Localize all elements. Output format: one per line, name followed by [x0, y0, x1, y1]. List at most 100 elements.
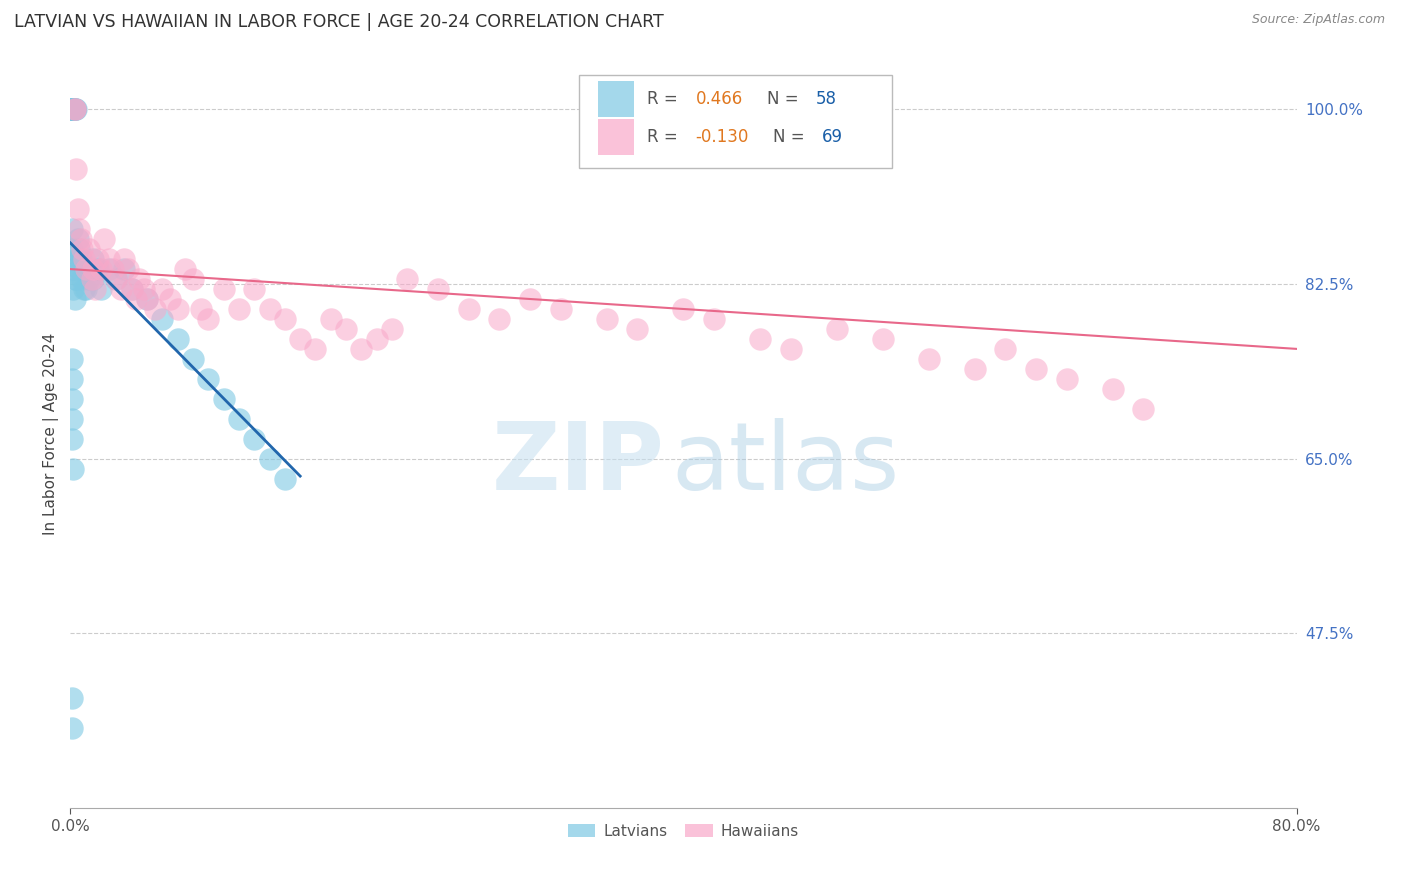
Point — [90, 282, 112, 296]
Point — [73, 252, 96, 266]
Point — [60, 691, 83, 706]
Point — [60, 721, 83, 735]
Point — [70, 252, 93, 266]
Point — [112, 262, 135, 277]
Point — [917, 351, 939, 366]
Text: 0.466: 0.466 — [696, 90, 742, 108]
Point — [80, 272, 103, 286]
Text: N =: N = — [766, 90, 804, 108]
Point — [779, 342, 801, 356]
Point — [212, 392, 235, 406]
Point — [60, 103, 83, 117]
Point — [65, 162, 87, 177]
Point — [65, 272, 87, 286]
Point — [181, 351, 204, 366]
Point — [63, 103, 86, 117]
Point — [550, 301, 572, 316]
Point — [121, 282, 143, 296]
Text: LATVIAN VS HAWAIIAN IN LABOR FORCE | AGE 20-24 CORRELATION CHART: LATVIAN VS HAWAIIAN IN LABOR FORCE | AGE… — [14, 13, 664, 31]
Point — [212, 282, 235, 296]
Point — [62, 461, 84, 475]
Point — [143, 301, 166, 316]
Text: N =: N = — [773, 128, 810, 145]
Point — [101, 262, 124, 277]
Text: Source: ZipAtlas.com: Source: ZipAtlas.com — [1251, 13, 1385, 27]
Point — [159, 292, 181, 306]
Point — [427, 282, 450, 296]
Point — [60, 103, 83, 117]
Point — [60, 372, 83, 386]
Point — [82, 252, 104, 266]
Point — [60, 103, 83, 117]
Point — [228, 301, 250, 316]
Point — [117, 262, 139, 277]
Point — [82, 262, 104, 277]
Point — [128, 272, 150, 286]
Point — [90, 262, 112, 277]
Text: ZIP: ZIP — [492, 417, 665, 509]
Point — [190, 301, 212, 316]
Point — [626, 322, 648, 336]
Point — [62, 103, 84, 117]
Point — [67, 242, 90, 256]
Point — [60, 103, 83, 117]
Point — [66, 202, 89, 217]
Point — [132, 282, 155, 296]
Point — [166, 301, 188, 316]
Point — [72, 242, 94, 256]
Point — [66, 252, 89, 266]
Point — [1132, 401, 1154, 416]
Point — [60, 411, 83, 425]
Point — [304, 342, 326, 356]
Point — [381, 322, 404, 336]
Text: R =: R = — [647, 90, 682, 108]
Point — [488, 312, 510, 326]
Point — [181, 272, 204, 286]
Point — [457, 301, 479, 316]
Point — [60, 103, 83, 117]
Point — [62, 103, 84, 117]
Point — [60, 242, 83, 256]
Bar — [598, 81, 634, 117]
Y-axis label: In Labor Force | Age 20-24: In Labor Force | Age 20-24 — [44, 333, 59, 535]
Point — [93, 232, 115, 246]
Point — [77, 272, 100, 286]
Point — [63, 292, 86, 306]
Point — [60, 103, 83, 117]
Point — [70, 232, 93, 246]
Point — [150, 282, 173, 296]
Point — [672, 301, 695, 316]
FancyBboxPatch shape — [579, 75, 891, 168]
Point — [350, 342, 373, 356]
Point — [166, 332, 188, 346]
Point — [63, 103, 86, 117]
Point — [174, 262, 197, 277]
Point — [82, 272, 104, 286]
Point — [62, 103, 84, 117]
Point — [1056, 372, 1078, 386]
Text: 58: 58 — [815, 90, 837, 108]
Point — [83, 282, 105, 296]
Point — [135, 292, 157, 306]
Point — [60, 432, 83, 446]
Point — [63, 103, 86, 117]
Point — [60, 392, 83, 406]
Point — [135, 292, 157, 306]
Point — [243, 282, 266, 296]
Point — [65, 103, 87, 117]
Point — [62, 103, 84, 117]
Point — [259, 301, 281, 316]
Point — [87, 252, 110, 266]
Point — [872, 332, 894, 346]
Point — [105, 272, 128, 286]
Point — [75, 262, 97, 277]
Point — [87, 262, 110, 277]
Point — [150, 312, 173, 326]
Point — [274, 472, 297, 486]
Point — [125, 292, 148, 306]
Point — [825, 322, 848, 336]
Point — [77, 242, 100, 256]
Point — [197, 372, 219, 386]
Point — [1101, 382, 1123, 396]
Point — [67, 262, 90, 277]
